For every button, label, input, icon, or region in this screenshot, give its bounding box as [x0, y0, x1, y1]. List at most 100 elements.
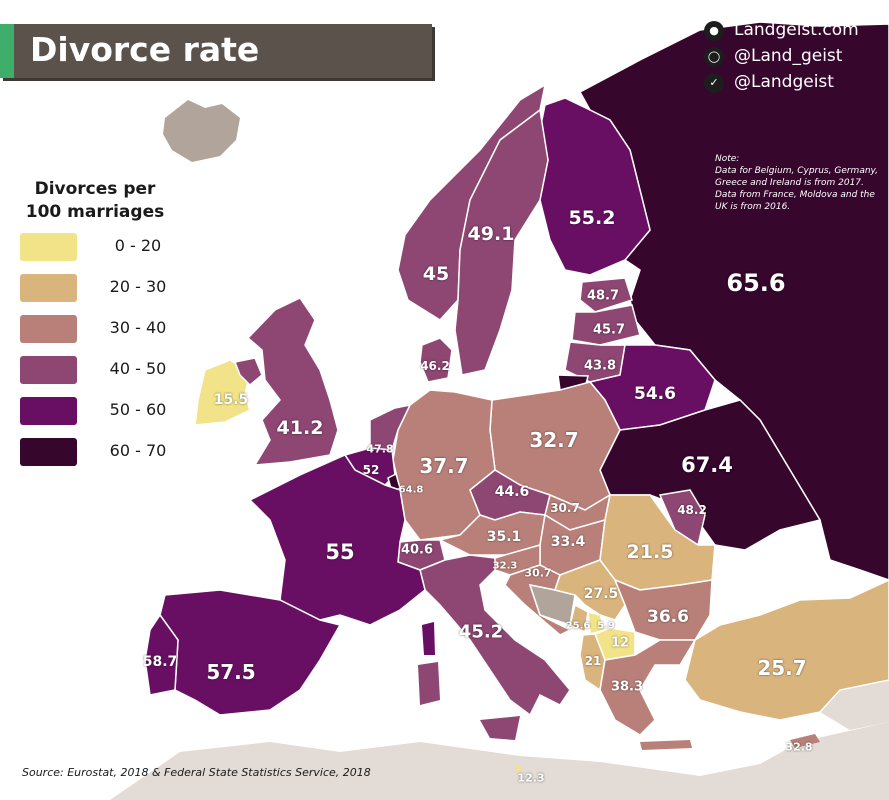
- value-label-montenegro: 25.6: [565, 620, 591, 632]
- data-note: Note: Data for Belgium, Cyprus, Germany,…: [715, 153, 887, 213]
- value-label-malta: 12.3: [517, 771, 545, 785]
- bulgaria-region: [613, 578, 713, 641]
- value-label-moldova: 48.2: [677, 503, 707, 517]
- legend-range-label: 0 - 20: [114, 236, 162, 255]
- italy-region: [419, 554, 571, 717]
- value-label-uk: 41.2: [276, 417, 324, 439]
- legend-range-label: 60 - 70: [109, 441, 167, 460]
- value-label-luxembourg: 64.8: [398, 484, 424, 496]
- value-label-finland: 55.2: [568, 207, 616, 229]
- title-banner: [0, 24, 432, 78]
- greece-region: [599, 639, 697, 736]
- value-label-slovenia: 32.3: [492, 560, 518, 572]
- value-label-russia: 65.6: [726, 269, 786, 297]
- legend-swatch: [20, 356, 77, 384]
- value-label-estonia: 48.7: [586, 288, 620, 304]
- legend-swatch: [20, 274, 77, 302]
- value-label-hungary: 33.4: [550, 534, 586, 550]
- value-label-czechia: 44.6: [494, 484, 530, 500]
- value-label-greece: 38.3: [610, 679, 644, 695]
- value-label-germany: 37.7: [419, 454, 469, 478]
- cyprus-island: [790, 734, 820, 748]
- map-title: Divorce rate: [30, 30, 260, 69]
- legend-title-line1: Divorces per: [34, 179, 156, 199]
- value-label-lithuania: 43.8: [583, 358, 617, 374]
- value-label-sweden: 49.1: [467, 223, 515, 245]
- value-label-latvia: 45.7: [592, 322, 626, 338]
- value-label-poland: 32.7: [529, 428, 579, 452]
- turkey-region: [684, 579, 889, 721]
- value-label-denmark: 46.2: [420, 359, 450, 373]
- value-label-cyprus: 32.8: [785, 740, 813, 754]
- legend-item: 30 - 40: [20, 315, 190, 343]
- social-website-label: Landgeist.com: [734, 20, 859, 40]
- legend-item: 0 - 20: [20, 233, 190, 261]
- portugal-region: [144, 613, 179, 696]
- value-label-belgium: 52: [362, 463, 380, 477]
- value-label-kosovo: 5.9: [597, 620, 615, 632]
- corsica-island: [422, 622, 435, 655]
- value-label-portugal: 58.7: [142, 654, 178, 670]
- note-line: Greece and Ireland is from 2017.: [715, 178, 864, 188]
- middle-east-landmass: [820, 680, 889, 730]
- legend-range-label: 30 - 40: [109, 318, 167, 337]
- instagram-icon: ◯: [704, 47, 724, 67]
- legend-range-label: 40 - 50: [109, 359, 167, 378]
- value-label-bulgaria: 36.6: [647, 607, 689, 627]
- latvia-region: [571, 304, 641, 346]
- value-label-albania: 21: [584, 654, 602, 668]
- bosnia-region: [528, 584, 576, 626]
- value-label-switzerland: 40.6: [400, 542, 434, 558]
- value-label-spain: 57.5: [206, 660, 256, 684]
- legend-swatch: [20, 315, 77, 343]
- note-line: Data from France, Moldova and the: [715, 190, 875, 200]
- sweden-region: [454, 108, 549, 376]
- value-label-austria: 35.1: [486, 529, 522, 545]
- social-instagram-label: @Land_geist: [734, 46, 843, 66]
- social-twitter-label: @Landgeist: [734, 72, 834, 92]
- globe-icon: ●: [704, 21, 724, 41]
- value-label-turkey: 25.7: [757, 656, 807, 680]
- value-label-serbia: 27.5: [583, 586, 619, 602]
- note-line: Data for Belgium, Cyprus, Germany,: [715, 166, 879, 176]
- social-website[interactable]: ● Landgeist.com: [704, 20, 884, 44]
- legend-swatch: [20, 233, 77, 261]
- uk-region: [246, 297, 339, 466]
- legend-item: 40 - 50: [20, 356, 190, 384]
- value-label-slovakia: 30.7: [550, 501, 580, 515]
- social-instagram[interactable]: ◯ @Land_geist: [704, 46, 884, 70]
- value-label-norway: 45: [422, 263, 450, 285]
- legend-range-label: 50 - 60: [109, 400, 167, 419]
- legend-item: 20 - 30: [20, 274, 190, 302]
- legend-range-label: 20 - 30: [109, 277, 167, 296]
- note-line: UK is from 2016.: [715, 202, 791, 212]
- value-label-croatia: 30.7: [524, 566, 552, 580]
- sicily-island: [480, 716, 520, 740]
- legend-swatch: [20, 397, 77, 425]
- title-accent-stripe: [0, 24, 14, 78]
- value-label-france: 55: [325, 540, 355, 564]
- value-label-ukraine: 67.4: [681, 453, 733, 477]
- value-label-ireland: 15.5: [213, 392, 249, 408]
- note-heading: Note:: [715, 154, 740, 164]
- iceland-region: [163, 100, 240, 162]
- value-label-north-macedonia: 12: [610, 635, 630, 651]
- value-label-netherlands: 47.8: [366, 442, 394, 456]
- value-label-romania: 21.5: [626, 541, 674, 563]
- legend-title: Divorces per 100 marriages: [20, 178, 170, 224]
- source-citation: Source: Eurostat, 2018 & Federal State S…: [22, 766, 371, 779]
- social-twitter[interactable]: ✓ @Landgeist: [704, 72, 884, 96]
- malta-island: [515, 765, 521, 771]
- legend-item: 60 - 70: [20, 438, 190, 466]
- legend-title-line2: 100 marriages: [25, 202, 165, 222]
- france-region: [248, 454, 426, 626]
- estonia-region: [579, 277, 633, 313]
- crete-island: [640, 740, 692, 750]
- twitter-icon: ✓: [704, 73, 724, 93]
- legend-item: 50 - 60: [20, 397, 190, 425]
- denmark-region: [419, 337, 453, 383]
- africa-landmass: [110, 722, 889, 800]
- serbia-region: [554, 559, 626, 621]
- value-label-italy: 45.2: [458, 621, 504, 643]
